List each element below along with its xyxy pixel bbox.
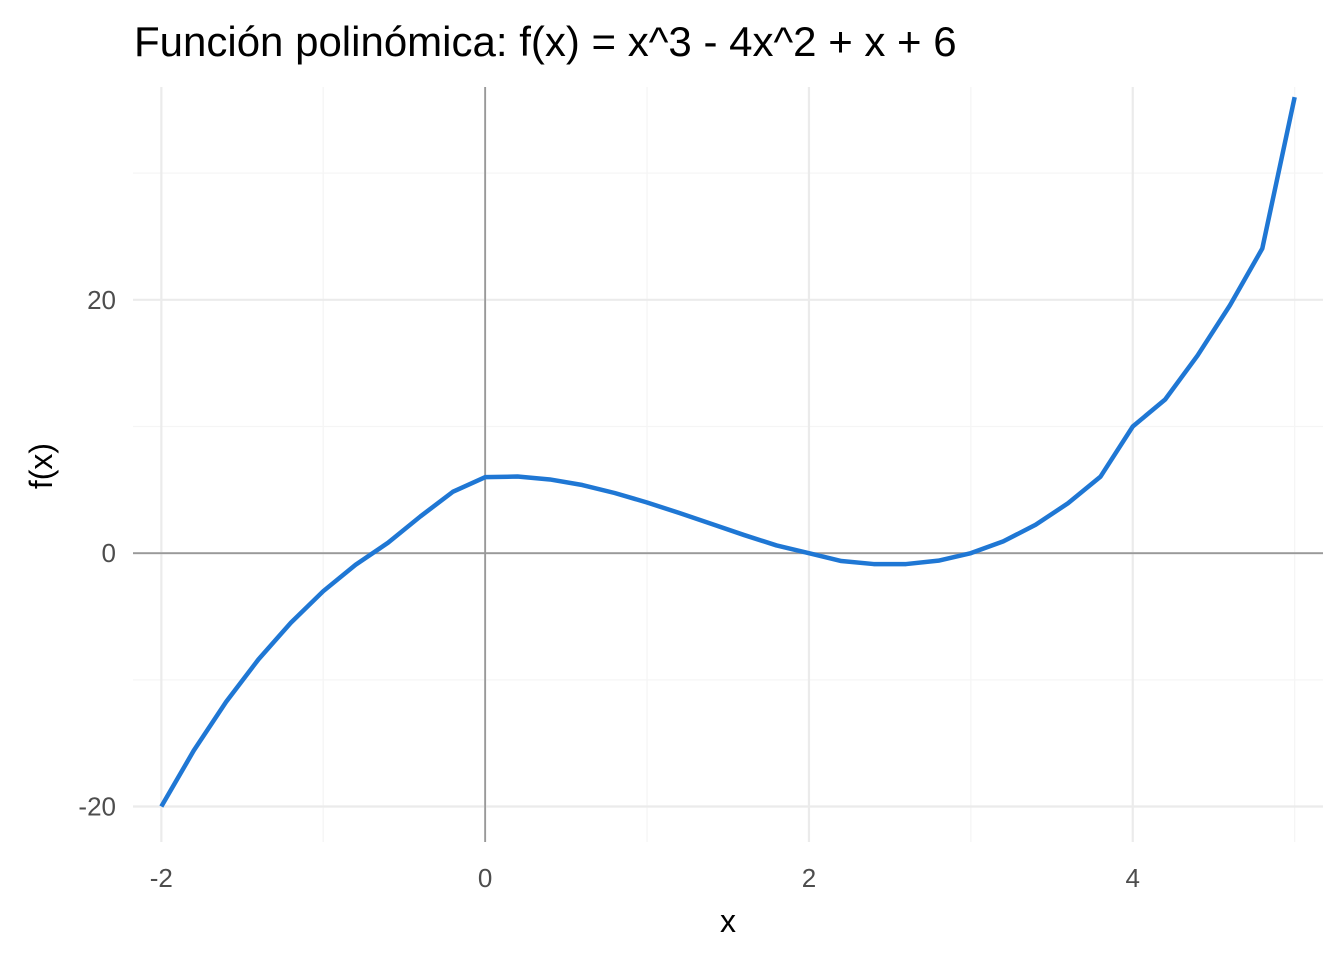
x-axis-title: x: [720, 903, 736, 939]
x-tick-label: 4: [1126, 863, 1140, 893]
x-tick-labels: -2 0 2 4: [150, 863, 1140, 893]
chart-title: Función polinómica: f(x) = x^3 - 4x^2 + …: [134, 18, 957, 65]
y-tick-label: -20: [78, 792, 116, 822]
y-tick-label: 20: [87, 285, 116, 315]
major-grid: [133, 87, 1323, 842]
plot-area: [133, 87, 1323, 842]
x-tick-label: 0: [478, 863, 492, 893]
x-tick-label: 2: [802, 863, 816, 893]
series-line: [159, 96, 1297, 808]
y-tick-label: 0: [102, 538, 116, 568]
y-axis-title: f(x): [23, 443, 59, 489]
y-tick-labels: -20 0 20: [78, 285, 116, 822]
x-tick-label: -2: [150, 863, 173, 893]
reference-lines: [133, 87, 1323, 842]
series-layer: [159, 96, 1297, 808]
minor-grid: [133, 87, 1323, 842]
